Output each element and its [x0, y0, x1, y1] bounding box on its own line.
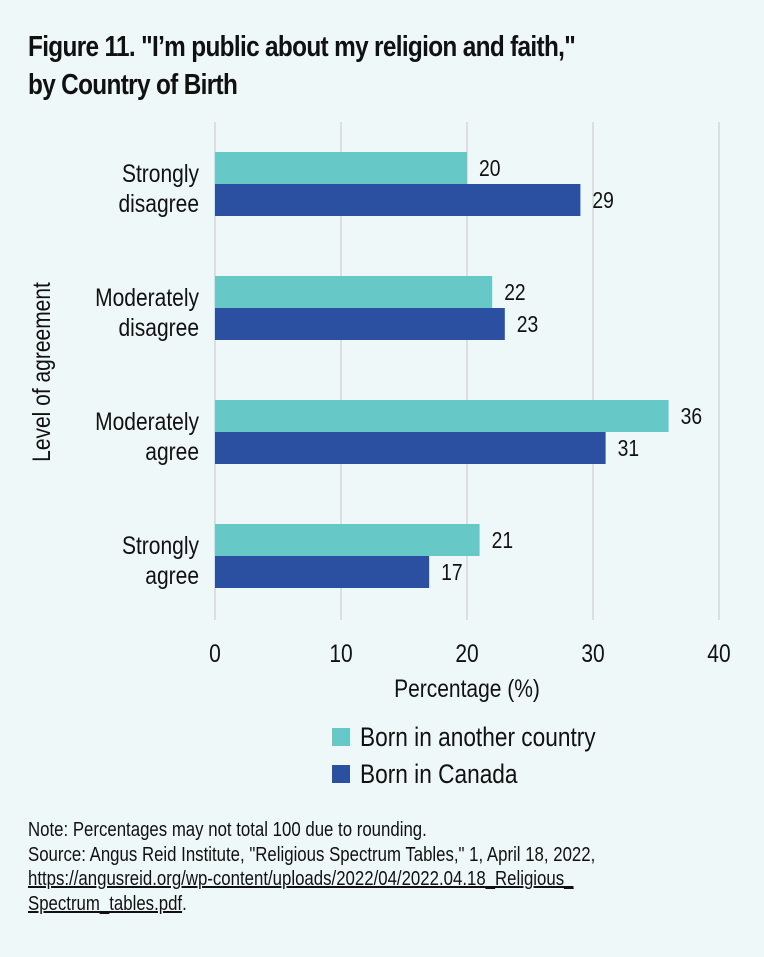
x-tick-label: 20 — [455, 639, 478, 667]
y-axis-title: Level of agreement — [27, 282, 55, 462]
category-label: Moderately — [95, 283, 199, 311]
source-link-part-2[interactable]: Spectrum_tables.pdf — [28, 892, 183, 915]
legend-label: Born in another country — [360, 722, 596, 752]
chart-notes: Note: Percentages may not total 100 due … — [28, 818, 750, 916]
source-link-part-1[interactable]: https://angusreid.org/wp-content/uploads… — [28, 868, 574, 890]
category-label: disagree — [118, 189, 199, 217]
legend: Born in another country Born in Canada — [332, 722, 596, 789]
value-label: 31 — [618, 437, 639, 462]
bar-born-another-country — [215, 276, 493, 308]
note-text: Note: Percentages may not total 100 due … — [28, 819, 427, 841]
bar-born-another-country — [215, 524, 480, 556]
category-label: agree — [145, 437, 199, 465]
category-label: disagree — [118, 313, 199, 341]
bar-born-canada — [215, 308, 505, 340]
chart-title-line-2: by Country of Birth — [28, 69, 238, 101]
value-label: 17 — [441, 561, 462, 586]
category-label: Strongly — [122, 159, 199, 187]
chart-title: Figure 11. "I’m public about my religion… — [28, 28, 764, 104]
category-label: agree — [145, 561, 199, 589]
x-axis-title: Percentage (%) — [394, 674, 540, 702]
bar-born-canada — [215, 184, 581, 216]
legend-swatch — [332, 728, 350, 746]
x-tick-label: 10 — [329, 639, 352, 667]
chart-title-line-1: Figure 11. "I’m public about my religion… — [28, 31, 576, 63]
bar-born-another-country — [215, 152, 467, 184]
category-labels: StronglydisagreeModeratelydisagreeModera… — [95, 159, 199, 589]
value-label: 20 — [479, 157, 500, 182]
source-link-suffix: . — [182, 892, 187, 915]
x-tick-labels: 0 10 20 30 40 — [209, 639, 731, 667]
value-label: 29 — [592, 189, 613, 214]
bar-born-canada — [215, 556, 430, 588]
bars — [215, 152, 669, 588]
value-labels: 20 29 22 23 36 31 21 17 — [441, 157, 702, 586]
x-tick-label: 40 — [707, 639, 730, 667]
x-tick-label: 0 — [209, 639, 221, 667]
category-label: Moderately — [95, 407, 199, 435]
legend-label: Born in Canada — [360, 759, 518, 789]
bar-born-another-country — [215, 400, 669, 432]
category-label: Strongly — [122, 531, 199, 559]
value-label: 23 — [517, 313, 538, 338]
legend-swatch — [332, 765, 350, 783]
value-label: 36 — [681, 405, 702, 430]
bar-born-canada — [215, 432, 606, 464]
source-text: Source: Angus Reid Institute, "Religious… — [28, 843, 596, 866]
value-label: 22 — [504, 281, 525, 306]
value-label: 21 — [492, 529, 513, 554]
x-tick-label: 30 — [581, 639, 604, 667]
